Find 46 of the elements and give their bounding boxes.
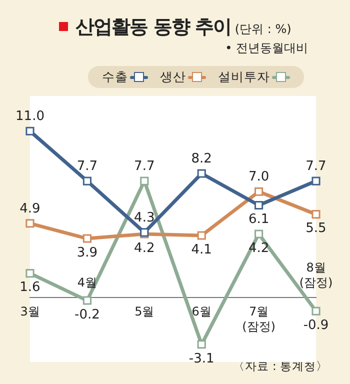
data-label: 4.3 <box>134 210 155 226</box>
point <box>82 234 92 243</box>
data-label: -0.2 <box>74 307 100 322</box>
point <box>312 176 320 186</box>
x-tick-label: 6월 <box>192 304 212 319</box>
point <box>312 306 320 316</box>
data-label: 5.5 <box>306 221 326 236</box>
data-label: 3.9 <box>76 245 98 260</box>
x-tick-label: 4월 <box>77 276 98 290</box>
x-tick-label: 5월 <box>134 304 154 319</box>
legend-label: 생산 <box>160 68 186 86</box>
data-label: 4.9 <box>20 201 40 216</box>
data-label: 4.2 <box>248 240 270 256</box>
point <box>26 126 34 136</box>
point <box>254 187 264 196</box>
x-tick-label: 7월 (잠정) <box>242 304 276 334</box>
data-label: 8.2 <box>191 151 212 166</box>
data-label: 4.1 <box>191 242 212 258</box>
x-tick-label: 8월 (잠정) <box>299 260 333 290</box>
data-label: -3.1 <box>188 351 214 366</box>
point <box>312 210 320 219</box>
text: (단위 : %) <box>234 22 292 36</box>
chart-subtitle: • 전년동월대비 <box>225 40 308 57</box>
x-tick-label: 3월 <box>20 304 40 319</box>
legend-label: 설비투자 <box>218 68 270 86</box>
point <box>26 269 34 278</box>
point <box>254 200 264 210</box>
chart-title: 산업활동 동향 추이 <box>76 16 231 38</box>
data-label: 6.1 <box>248 212 270 228</box>
data-label: 7.0 <box>248 170 270 184</box>
point <box>197 231 206 240</box>
data-label: 4.2 <box>134 240 155 256</box>
point <box>82 296 92 305</box>
point <box>26 219 34 228</box>
point <box>197 169 206 178</box>
data-label: 11.0 <box>16 109 44 124</box>
data-label: 7.7 <box>76 158 98 174</box>
data-label: 1.6 <box>20 280 40 296</box>
point <box>140 176 149 186</box>
point <box>254 230 264 238</box>
legend-label: 수출 <box>102 68 128 86</box>
data-label: 7.7 <box>306 158 326 174</box>
data-label: -0.9 <box>303 318 329 333</box>
data-label: 7.7 <box>134 158 155 174</box>
point <box>82 176 92 186</box>
point <box>197 340 206 349</box>
